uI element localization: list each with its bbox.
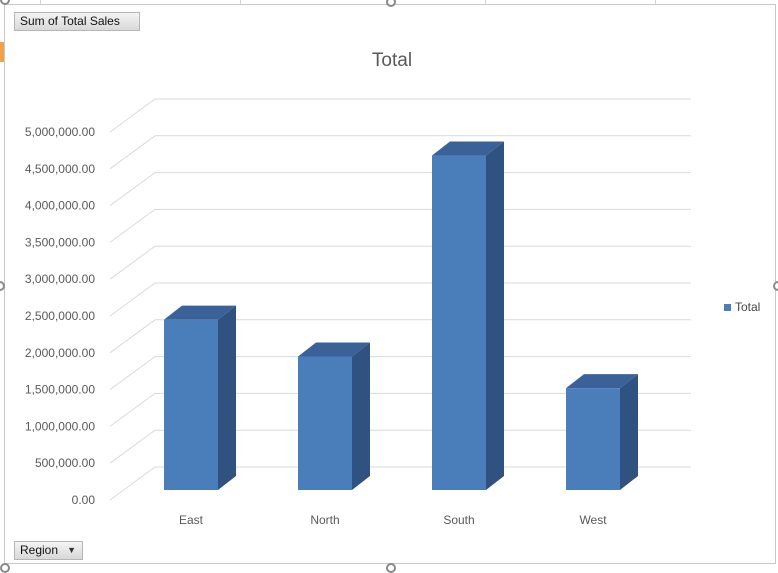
resize-handle[interactable] [386, 563, 396, 573]
x-category-label: South [443, 513, 474, 527]
y-tick-label: 0.00 [72, 493, 96, 507]
y-tick-label: 3,500,000.00 [25, 235, 95, 249]
selected-row-marker [0, 42, 4, 62]
legend-label: Total [735, 300, 761, 314]
bar-front [164, 319, 218, 490]
value-field-button[interactable]: Sum of Total Sales [14, 12, 140, 31]
y-axis-ticks: 0.00 500,000.00 1,000,000.00 1,500,000.00 2,… [25, 125, 95, 507]
bar-side [218, 305, 236, 490]
bar-side [620, 374, 638, 490]
resize-handle[interactable] [0, 281, 5, 291]
y-tick-label: 3,000,000.00 [25, 272, 95, 286]
gridline [109, 245, 691, 280]
gridline [109, 319, 691, 354]
value-field-label: Sum of Total Sales [20, 14, 120, 28]
bar-top [566, 374, 638, 389]
dropdown-arrow-icon[interactable]: ▼ [67, 545, 76, 555]
bar-top [432, 141, 504, 156]
gridline [109, 282, 691, 317]
resize-handle[interactable] [0, 563, 10, 573]
gridline [109, 98, 691, 133]
y-tick-label: 4,000,000.00 [25, 199, 95, 213]
bar-top [298, 342, 370, 357]
x-axis-categories: East North South West [179, 513, 607, 527]
gridline [109, 466, 691, 501]
gridline [109, 135, 691, 170]
bar-side [486, 141, 504, 490]
chart-area[interactable] [4, 4, 776, 564]
gridline [109, 208, 691, 243]
y-tick-label: 500,000.00 [35, 456, 95, 470]
y-tick-label: 1,500,000.00 [25, 383, 95, 397]
gridline [109, 429, 691, 464]
gridline [109, 172, 691, 207]
bar-front [298, 356, 352, 490]
y-tick-label: 4,500,000.00 [25, 162, 95, 176]
bar-north [298, 342, 370, 490]
y-tick-label: 2,500,000.00 [25, 309, 95, 323]
gridline [109, 392, 691, 427]
bar-top [164, 305, 236, 320]
x-category-label: West [579, 513, 607, 527]
bar-east [164, 305, 236, 490]
gridlines [109, 98, 691, 501]
chart-legend[interactable]: Total [724, 300, 760, 314]
x-category-label: East [179, 513, 204, 527]
axis-field-label: Region [20, 543, 59, 557]
bar-front [432, 155, 486, 490]
bar-south [432, 141, 504, 490]
resize-handle[interactable] [0, 0, 10, 5]
y-tick-label: 5,000,000.00 [25, 125, 95, 139]
x-category-label: North [310, 513, 339, 527]
y-tick-label: 1,000,000.00 [25, 419, 95, 433]
bar-front [566, 388, 620, 490]
legend-swatch [724, 303, 731, 311]
bar-side [352, 342, 370, 490]
y-tick-label: 2,000,000.00 [25, 346, 95, 360]
chart-title: Total [372, 50, 412, 71]
gridline [109, 356, 691, 391]
resize-handle[interactable] [386, 0, 396, 7]
axis-field-button[interactable]: Region ▼ [14, 541, 83, 560]
resize-handle[interactable] [773, 281, 778, 291]
bars [164, 141, 638, 490]
bar-west [566, 374, 638, 490]
